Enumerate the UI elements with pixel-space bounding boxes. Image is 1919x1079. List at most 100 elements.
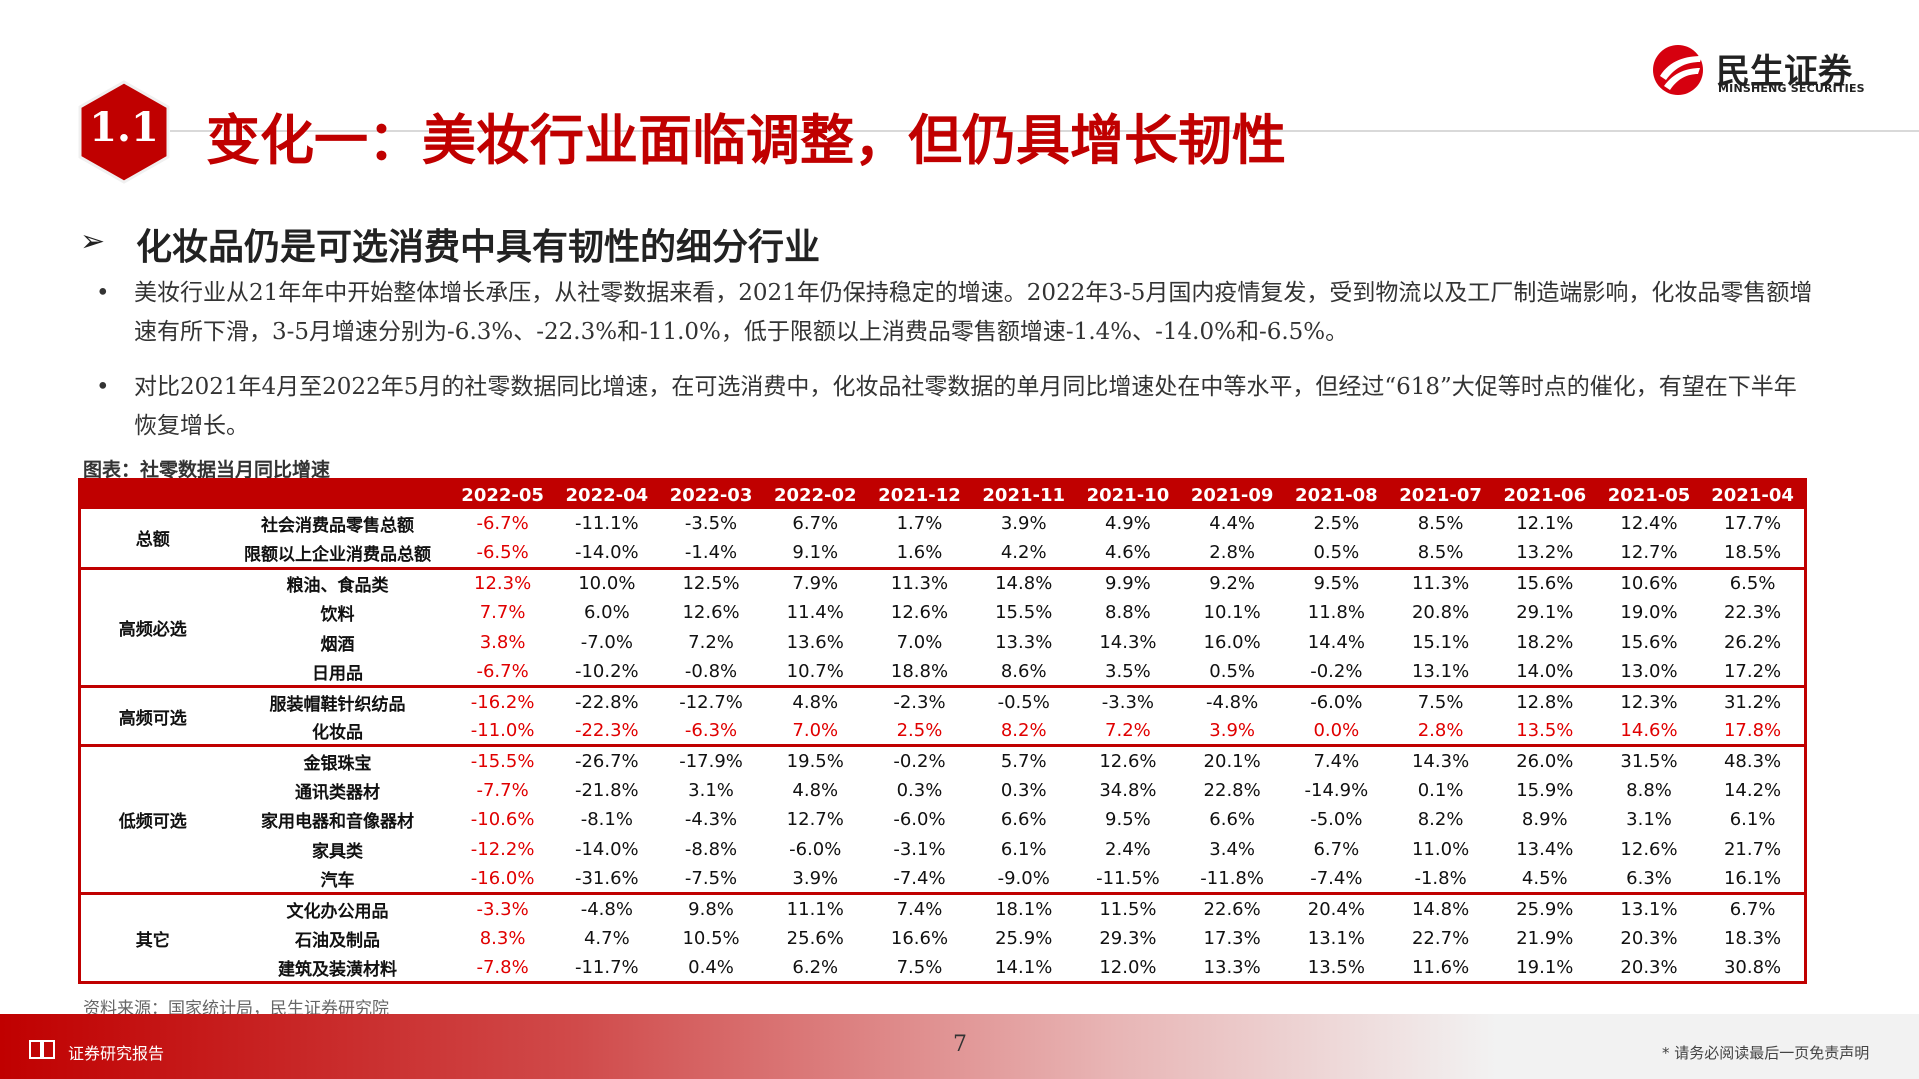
value-cell: -16.0% [470,867,535,889]
value-cell: 9.5% [1105,809,1151,831]
value-cell: 12.8% [1492,685,1597,717]
value-cell: -0.8% [684,660,738,682]
value-cell: 7.5% [1388,685,1493,717]
value-cell: 11.4% [786,602,844,624]
row-label: 社会消费品零售总额 [261,516,414,537]
value-cell: 5.7% [971,744,1076,776]
value-cell: 9.2% [1180,566,1285,598]
value-cell: 13.1% [1596,892,1702,924]
value-cell: 17.7% [1723,513,1782,535]
value-cell: -7.4% [893,867,946,889]
row-label: 文化办公用品 [224,892,451,924]
table-row: 高频可选 服装帽鞋针织纺品 -16.2% -22.8% -12.7% 4.8% -2.3% -… [79,685,1806,746]
subtitle-text: 化妆品仍是可选消费中具有韧性的细分行业 [136,227,821,268]
value-cell: 19.5% [763,744,868,776]
table-row: 其它 文化办公用品 -3.3% -4.8% 9.8% 11.1% 7.4% 18.1% 11.5… [79,892,1806,983]
value-cell: 20.3% [1620,927,1678,949]
table-row: 化妆品 -11.0% -22.3% -6.3% 7.0% 2.5% 8.2% 7.2% 3.9%… [80,716,1806,746]
value-cell: -6.5% [476,542,529,564]
value-cell: 18.2% [1516,631,1574,653]
value-cell: -10.2% [574,660,639,682]
table-row: 家用电器和音像器材 -10.6% -8.1% -4.3% 12.7% -6.0% 6.6% 9… [80,805,1806,835]
value-cell: -0.2% [867,744,972,776]
value-cell: 8.8% [1626,779,1672,801]
value-cell: 11.3% [1388,566,1493,598]
value-cell: -8.8% [684,838,738,860]
value-cell: 29.3% [1099,927,1157,949]
value-cell: 3.9% [1209,719,1255,741]
bullet-paragraph-2: • 对比2021年4月至2022年5月的社零数据同比增速，在可选消费中，化妆品社… [96,368,1816,446]
value-cell: 20.1% [1180,744,1285,776]
value-cell: 0.1% [1417,779,1464,801]
value-cell: 7.2% [688,631,734,653]
value-cell: -1.4% [684,542,738,564]
column-header: 2021-05 [1596,479,1702,510]
value-cell: 13.5% [1516,719,1574,741]
value-cell: 8.3% [479,927,526,949]
value-cell: -9.0% [997,867,1050,889]
value-cell: 6.7% [1313,838,1360,860]
value-cell: 22.8% [1203,779,1261,801]
value-cell: 12.0% [1099,956,1157,978]
value-cell: 14.3% [1099,631,1157,653]
value-cell: -10.6% [470,809,535,831]
value-cell: 11.0% [1411,838,1470,860]
value-cell: 0.5% [1209,660,1255,682]
value-cell: 8.2% [1417,809,1464,831]
value-cell: -21.8% [574,779,639,801]
table-row: 石油及制品 8.3% 4.7% 10.5% 25.6% 16.6% 25.9% 29.3% 17… [80,923,1806,953]
value-cell: 18.1% [971,892,1076,924]
value-cell: 7.0% [792,719,839,741]
value-cell: 7.0% [896,631,943,653]
value-cell: -0.2% [1310,660,1363,682]
value-cell: -22.3% [574,719,639,741]
value-cell: 34.8% [1099,779,1157,801]
value-cell: 14.3% [1388,744,1493,776]
value-cell: -5.0% [1310,809,1363,831]
table-row: 限额以上企业消费品总额 -6.5% -14.0% -1.4% 9.1% 1.6% 4.2% 4… [80,539,1806,569]
table-row: 通讯类器材 -7.7% -21.8% 3.1% 4.8% 0.3% 0.3% 34.8% 22.… [80,775,1806,805]
value-cell: 14.0% [1516,660,1574,682]
value-cell: 0.3% [896,779,943,801]
value-cell: 12.6% [890,602,949,624]
value-cell: 12.6% [682,602,740,624]
table-row: 汽车 -16.0% -31.6% -7.5% 3.9% -7.4% -9.0% -11.5% -… [80,864,1806,894]
table-row: 高频必选 粮油、食品类 12.3% 10.0% 12.5% 7.9% 11.3% 14.8% 9… [79,566,1806,687]
value-cell: -6.3% [684,719,738,741]
arrow-bullet-icon: ➢ [80,224,106,259]
section-hexagon-icon [78,80,170,184]
value-cell: 3.9% [792,867,839,889]
value-cell: 3.1% [1626,809,1672,831]
page-title: 变化一：美妆行业面临调整，但仍具增长韧性 [206,109,1286,172]
value-cell: -17.9% [658,744,764,776]
page-number: 7 [953,1032,967,1057]
value-cell: 14.2% [1723,779,1782,801]
value-cell: 15.9% [1516,779,1574,801]
value-cell: 30.8% [1723,956,1782,978]
value-cell: 22.7% [1411,927,1470,949]
value-cell: 7.7% [479,602,526,624]
value-cell: 26.2% [1723,631,1782,653]
value-cell: 4.8% [763,685,868,717]
row-label: 石油及制品 [295,930,380,951]
value-cell: -6.0% [893,809,946,831]
row-label: 通讯类器材 [295,782,380,803]
row-label: 汽车 [320,870,355,891]
value-cell: 11.6% [1411,956,1470,978]
value-cell: -6.0% [789,838,842,860]
row-label: 服装帽鞋针织纺品 [224,685,451,717]
value-cell: 13.3% [995,631,1053,653]
value-cell: -4.8% [554,892,659,924]
value-cell: -14.9% [1304,779,1369,801]
value-cell: -1.8% [1414,867,1467,889]
value-cell: 7.4% [1284,744,1389,776]
value-cell: 14.6% [1620,719,1678,741]
value-cell: 10.1% [1203,602,1261,624]
company-logo: 民生证券 MINSHENG SECURITIES [1650,42,1880,98]
row-label: 金银珠宝 [224,744,451,776]
disclaimer: * 请务必阅读最后一页免责声明 [1662,1044,1870,1062]
bullet-dot-icon: • [96,374,110,400]
value-cell: 25.9% [1492,892,1597,924]
value-cell: -0.5% [971,685,1076,717]
column-header: 2021-11 [971,479,1076,510]
